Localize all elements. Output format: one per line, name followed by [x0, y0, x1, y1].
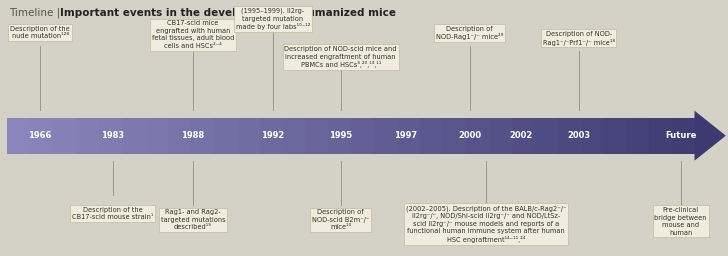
Bar [167, 118, 191, 154]
Bar [581, 118, 604, 154]
Text: Description of NOD-scid mice and
increased engraftment of human
PBMCs and HSCs³,: Description of NOD-scid mice and increas… [285, 46, 397, 68]
Bar [259, 118, 282, 154]
Text: Rag1- and Rag2-
targeted mutations
described¹⁹: Rag1- and Rag2- targeted mutations descr… [161, 209, 225, 230]
Bar [76, 118, 99, 154]
Text: 1988: 1988 [181, 131, 205, 140]
FancyArrow shape [694, 110, 726, 161]
Text: (1995–1999). Il2rg-
targeted mutation
made by four labs¹⁰⁻¹²: (1995–1999). Il2rg- targeted mutation ma… [236, 8, 310, 30]
Text: 2002: 2002 [509, 131, 532, 140]
Bar [328, 118, 352, 154]
Bar [558, 118, 581, 154]
Bar [237, 118, 259, 154]
Text: 1966: 1966 [28, 131, 52, 140]
Text: 2000: 2000 [458, 131, 481, 140]
Text: Timeline |: Timeline | [9, 8, 63, 18]
Bar [31, 118, 53, 154]
Bar [512, 118, 534, 154]
Text: Description of
NOD-Rag1⁻/⁻ mice²⁹: Description of NOD-Rag1⁻/⁻ mice²⁹ [436, 26, 503, 40]
Bar [282, 118, 306, 154]
Bar [191, 118, 214, 154]
Text: 1983: 1983 [101, 131, 124, 140]
Text: Pre-clinical
bridge between
mouse and
human: Pre-clinical bridge between mouse and hu… [654, 207, 707, 236]
Bar [649, 118, 673, 154]
Bar [145, 118, 167, 154]
Bar [374, 118, 397, 154]
Text: Future: Future [665, 131, 697, 140]
Bar [214, 118, 237, 154]
Text: Important events in the development of humanized mice: Important events in the development of h… [60, 8, 397, 18]
Bar [420, 118, 443, 154]
Text: (2002–2005). Description of the BALB/c-Rag2⁻/⁻
Il2rg⁻/⁻, NOD/Shi-scid Il2rg⁻/⁻ a: (2002–2005). Description of the BALB/c-R… [406, 205, 566, 243]
Bar [397, 118, 420, 154]
Text: 2003: 2003 [567, 131, 590, 140]
Bar [626, 118, 649, 154]
Text: 1992: 1992 [261, 131, 285, 140]
Text: Description of the
CB17-scid mouse strain¹: Description of the CB17-scid mouse strai… [72, 207, 154, 220]
Bar [122, 118, 145, 154]
Bar [7, 118, 31, 154]
Text: Description of the
nude mutation¹²⁸: Description of the nude mutation¹²⁸ [10, 26, 70, 39]
Bar [673, 118, 695, 154]
Text: 1997: 1997 [394, 131, 417, 140]
Bar [466, 118, 489, 154]
Bar [534, 118, 558, 154]
Text: Description of NOD-
Rag1⁻/⁻Prf1⁻/⁻ mice¹⁸: Description of NOD- Rag1⁻/⁻Prf1⁻/⁻ mice¹… [543, 31, 614, 46]
Bar [604, 118, 626, 154]
Bar [53, 118, 76, 154]
Text: 1995: 1995 [329, 131, 352, 140]
Text: Description of
NOD-scid B2m⁻/⁻
mice¹⁰: Description of NOD-scid B2m⁻/⁻ mice¹⁰ [312, 209, 369, 230]
Text: CB17-scid mice
engrafted with human
fetal tissues, adult blood
cells and HSCs²⁻⁴: CB17-scid mice engrafted with human feta… [151, 20, 234, 49]
Bar [99, 118, 122, 154]
Bar [489, 118, 512, 154]
Bar [306, 118, 328, 154]
Bar [352, 118, 374, 154]
Bar [443, 118, 466, 154]
